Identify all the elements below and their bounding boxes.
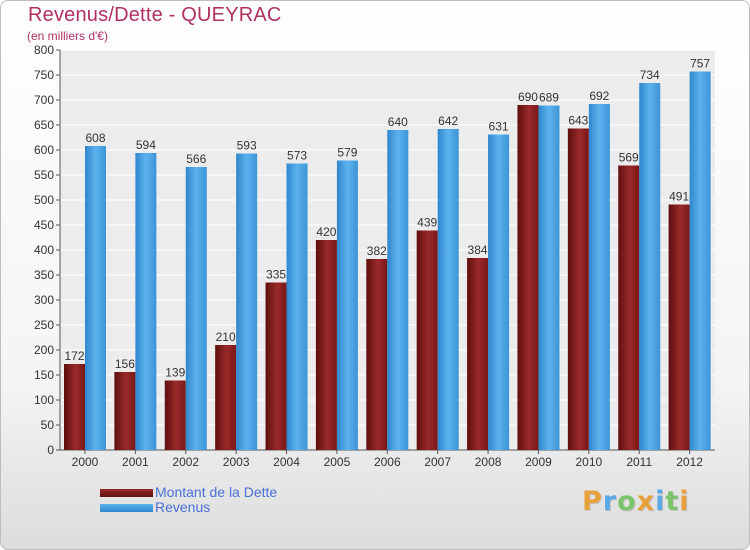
- bar-dette: [366, 259, 388, 450]
- y-tick-label: 400: [34, 243, 54, 257]
- y-tick-label: 650: [34, 118, 54, 132]
- bar-revenus: [185, 167, 207, 450]
- logo-letter: o: [617, 486, 637, 517]
- x-tick-label: 2007: [424, 455, 451, 469]
- legend-swatch-revenus: [100, 504, 153, 512]
- logo-letter: i: [679, 486, 690, 517]
- bar-dette: [467, 258, 489, 450]
- data-label-revenus: 593: [237, 139, 257, 153]
- data-label-dette: 335: [266, 268, 286, 282]
- data-label-dette: 156: [115, 357, 135, 371]
- bar-revenus: [135, 153, 157, 450]
- x-tick-label: 2000: [72, 455, 99, 469]
- data-label-revenus: 631: [489, 120, 509, 134]
- data-label-revenus: 757: [690, 57, 710, 71]
- data-label-revenus: 734: [640, 68, 660, 82]
- y-tick-label: 100: [34, 393, 54, 407]
- data-label-revenus: 573: [287, 149, 307, 163]
- data-label-revenus: 692: [589, 89, 609, 103]
- bar-revenus: [488, 134, 510, 450]
- y-tick-label: 200: [34, 343, 54, 357]
- logo-letter: P: [582, 486, 603, 517]
- chart-subtitle: (en milliers d'€): [27, 29, 108, 43]
- bar-dette: [668, 204, 690, 450]
- bar-revenus: [538, 105, 560, 450]
- data-label-revenus: 642: [438, 114, 458, 128]
- bar-dette: [315, 240, 337, 450]
- data-label-revenus: 608: [85, 131, 105, 145]
- bar-dette: [164, 380, 186, 450]
- y-tick-label: 750: [34, 68, 54, 82]
- y-tick-label: 150: [34, 368, 54, 382]
- bar-revenus: [639, 83, 661, 450]
- data-label-dette: 569: [619, 151, 639, 165]
- bar-revenus: [336, 160, 358, 450]
- x-tick-label: 2008: [475, 455, 502, 469]
- data-label-dette: 439: [417, 216, 437, 230]
- bar-dette: [567, 128, 589, 450]
- chart-title: Revenus/Dette - QUEYRAC: [28, 4, 282, 26]
- data-label-dette: 382: [367, 244, 387, 258]
- bar-revenus: [85, 146, 106, 450]
- x-tick-label: 2001: [122, 455, 149, 469]
- y-tick-label: 600: [34, 143, 54, 157]
- logo-letter: r: [602, 486, 618, 517]
- bar-dette: [215, 345, 237, 450]
- bar-dette: [265, 282, 287, 450]
- x-tick-label: 2009: [525, 455, 552, 469]
- y-tick-label: 50: [41, 418, 55, 432]
- bar-revenus: [689, 71, 711, 450]
- bar-dette: [114, 372, 136, 450]
- x-tick-label: 2011: [626, 455, 652, 469]
- data-label-dette: 643: [568, 114, 588, 128]
- data-label-revenus: 594: [136, 138, 156, 152]
- bar-revenus: [387, 130, 409, 450]
- proxiti-logo: Proxiti: [582, 486, 690, 517]
- x-tick-label: 2005: [324, 455, 351, 469]
- data-label-revenus: 579: [337, 146, 357, 160]
- bar-revenus: [437, 129, 459, 450]
- data-label-revenus: 689: [539, 91, 559, 105]
- data-label-dette: 420: [316, 225, 336, 239]
- data-label-dette: 139: [165, 366, 185, 380]
- y-tick-label: 250: [34, 318, 54, 332]
- y-tick-label: 550: [34, 168, 54, 182]
- logo-letter: t: [665, 486, 680, 517]
- data-label-dette: 491: [669, 190, 689, 204]
- logo-letter: x: [636, 486, 656, 517]
- bar-dette: [618, 165, 640, 450]
- y-tick-label: 0: [47, 443, 54, 457]
- data-label-dette: 210: [216, 330, 236, 344]
- bar-revenus: [236, 153, 258, 450]
- x-tick-label: 2012: [676, 455, 703, 469]
- bar-dette: [64, 364, 85, 450]
- logo-letter: i: [655, 486, 666, 517]
- x-tick-label: 2002: [172, 455, 199, 469]
- data-label-revenus: 640: [388, 115, 408, 129]
- legend-swatch-dette: [100, 489, 153, 497]
- data-label-dette: 172: [64, 349, 84, 363]
- x-tick-label: 2004: [273, 455, 300, 469]
- y-tick-label: 450: [34, 218, 54, 232]
- bar-revenus: [588, 104, 610, 450]
- data-label-revenus: 566: [186, 152, 206, 166]
- data-label-dette: 384: [468, 243, 488, 257]
- x-tick-label: 2003: [223, 455, 250, 469]
- y-tick-label: 350: [34, 268, 54, 282]
- bar-dette: [416, 230, 438, 450]
- y-tick-label: 700: [34, 93, 54, 107]
- legend-label-revenus: Revenus: [155, 499, 211, 515]
- x-tick-label: 2010: [575, 455, 602, 469]
- data-label-dette: 690: [518, 90, 538, 104]
- y-tick-label: 500: [34, 193, 54, 207]
- y-tick-label: 800: [34, 43, 54, 57]
- legend-label-dette: Montant de la Dette: [155, 484, 278, 500]
- bar-dette: [517, 105, 539, 450]
- x-tick-label: 2006: [374, 455, 401, 469]
- y-tick-label: 300: [34, 293, 54, 307]
- bar-revenus: [286, 163, 308, 450]
